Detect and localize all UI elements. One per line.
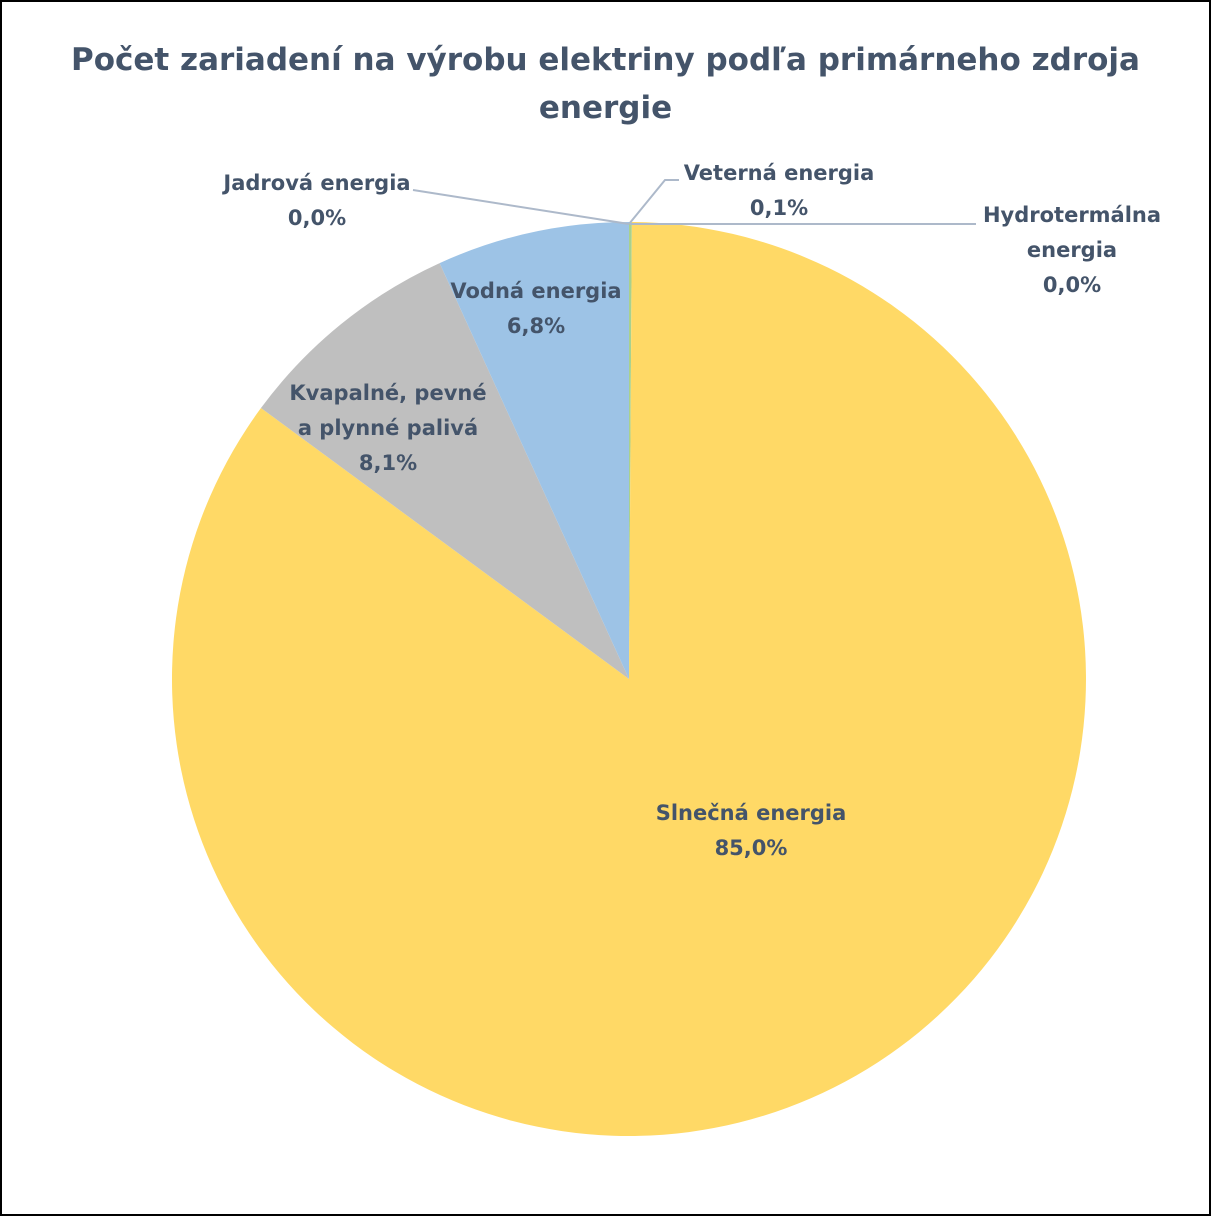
leader-line-jadrova-energia [412,189,630,225]
data-label-name-line: Jadrová energia [221,171,410,195]
data-label-value: 8,1% [359,451,417,475]
data-label-kvapalne-pevne-a-plynne-paliva: Kvapalné, pevné a plynné palivá 8,1% [289,381,486,475]
slice-vodna-energia [439,222,629,679]
data-label-name-line: Kvapalné, pevné [289,381,486,405]
data-label-vodna-energia: Vodná energia 6,8% [450,279,621,338]
chart-title: Počet zariadení na výrobu elektriny podľ… [71,42,1140,126]
leader-lines [412,179,976,225]
data-label-name-line: energia [1027,238,1117,262]
data-label-hydrotermalna-energia: Hydrotermálna energia 0,0% [983,203,1161,297]
slice-kvapalne-pevne-a-plynne-paliva [260,263,629,679]
leader-line-veterna-energia [628,179,679,225]
data-label-value: 6,8% [507,314,565,338]
data-label-value: 0,0% [288,206,346,230]
slice-veterna-energia [629,222,632,679]
pie-slices [171,222,1086,1137]
data-label-name-line: Veterná energia [684,161,875,185]
data-label-value: 85,0% [715,836,788,860]
data-labels: Veterná energia 0,1% Hydrotermálna energia 0… [221,161,1161,860]
data-label-name-line: Vodná energia [450,279,621,303]
data-label-value: 0,0% [1043,273,1101,297]
slice-slnecna-energia [171,222,1086,1137]
data-label-name-line: a plynné palivá [298,416,478,440]
data-label-veterna-energia: Veterná energia 0,1% [684,161,875,220]
data-label-name-line: Slnečná energia [656,801,847,825]
data-label-slnecna-energia: Slnečná energia 85,0% [656,801,847,860]
data-label-name-line: Hydrotermálna [983,203,1161,227]
data-label-jadrova-energia: Jadrová energia 0,0% [221,171,410,230]
data-label-value: 0,1% [750,196,808,220]
